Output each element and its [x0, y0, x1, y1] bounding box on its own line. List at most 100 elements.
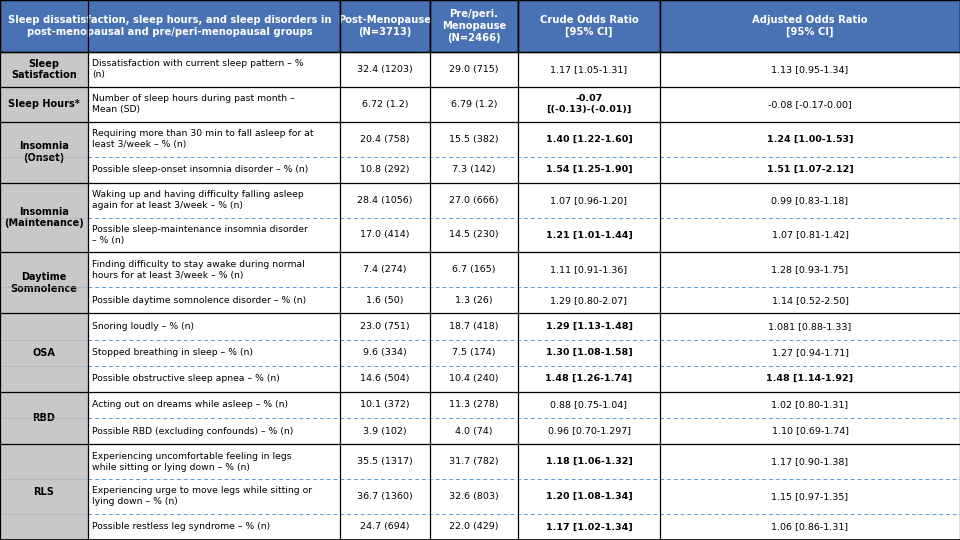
Text: Possible sleep-onset insomnia disorder – % (n): Possible sleep-onset insomnia disorder –…: [92, 165, 308, 174]
Text: 1.29 [1.13-1.48]: 1.29 [1.13-1.48]: [545, 322, 633, 331]
Text: Waking up and having difficulty falling asleep
again for at least 3/week – % (n): Waking up and having difficulty falling …: [92, 190, 303, 210]
Text: 32.6 (803): 32.6 (803): [449, 492, 499, 501]
Bar: [88, 479, 960, 514]
Bar: [0, 340, 88, 366]
Bar: [88, 183, 960, 218]
Bar: [0, 444, 88, 479]
Text: 31.7 (782): 31.7 (782): [449, 457, 499, 466]
Bar: [0, 313, 88, 340]
Text: 15.5 (382): 15.5 (382): [449, 134, 499, 144]
Text: 22.0 (429): 22.0 (429): [449, 522, 499, 531]
Text: Pre/peri.
Menopause
(N=2466): Pre/peri. Menopause (N=2466): [442, 9, 506, 43]
Text: 1.48 [1.14-1.92]: 1.48 [1.14-1.92]: [766, 374, 853, 383]
Bar: [88, 514, 960, 540]
Text: 10.8 (292): 10.8 (292): [360, 165, 410, 174]
Text: 1.18 [1.06-1.32]: 1.18 [1.06-1.32]: [545, 457, 633, 466]
Text: 7.5 (174): 7.5 (174): [452, 348, 495, 357]
Text: RLS: RLS: [34, 487, 55, 497]
Text: 28.4 (1056): 28.4 (1056): [357, 195, 413, 205]
Text: Possible daytime somnolence disorder – % (n): Possible daytime somnolence disorder – %…: [92, 296, 306, 305]
Text: RBD: RBD: [33, 413, 56, 423]
Text: 4.0 (74): 4.0 (74): [455, 427, 492, 436]
Bar: [88, 340, 960, 366]
Text: 0.96 [0.70-1.297]: 0.96 [0.70-1.297]: [547, 427, 631, 436]
Bar: [660, 0, 960, 52]
Bar: [0, 392, 88, 418]
Text: 1.51 [1.07-2.12]: 1.51 [1.07-2.12]: [767, 165, 853, 174]
Text: 1.10 [0.69-1.74]: 1.10 [0.69-1.74]: [772, 427, 849, 436]
Bar: [88, 52, 960, 87]
Text: 1.15 [0.97-1.35]: 1.15 [0.97-1.35]: [772, 492, 849, 501]
Text: 20.4 (758): 20.4 (758): [360, 134, 410, 144]
Text: 1.14 [0.52-2.50]: 1.14 [0.52-2.50]: [772, 296, 849, 305]
Text: Possible RBD (excluding confounds) – % (n): Possible RBD (excluding confounds) – % (…: [92, 427, 293, 436]
Text: 1.17 [1.05-1.31]: 1.17 [1.05-1.31]: [550, 65, 628, 74]
Text: 7.4 (274): 7.4 (274): [363, 265, 407, 274]
Text: 24.7 (694): 24.7 (694): [360, 522, 410, 531]
Text: 7.3 (142): 7.3 (142): [452, 165, 495, 174]
Text: Sleep Hours*: Sleep Hours*: [8, 99, 80, 109]
Text: Snoring loudly – % (n): Snoring loudly – % (n): [92, 322, 194, 331]
Text: 0.88 [0.75-1.04]: 0.88 [0.75-1.04]: [550, 401, 628, 409]
Text: 1.07 [0.96-1.20]: 1.07 [0.96-1.20]: [550, 195, 628, 205]
Text: 32.4 (1203): 32.4 (1203): [357, 65, 413, 74]
Bar: [0, 52, 88, 87]
Bar: [0, 418, 88, 444]
Text: Dissatisfaction with current sleep pattern – %
(n): Dissatisfaction with current sleep patte…: [92, 59, 303, 79]
Bar: [0, 122, 88, 157]
Text: 1.06 [0.86-1.31]: 1.06 [0.86-1.31]: [772, 522, 849, 531]
Text: 1.17 [0.90-1.38]: 1.17 [0.90-1.38]: [772, 457, 849, 466]
Text: Stopped breathing in sleep – % (n): Stopped breathing in sleep – % (n): [92, 348, 252, 357]
Bar: [0, 479, 88, 514]
Text: 23.0 (751): 23.0 (751): [360, 322, 410, 331]
Bar: [88, 157, 960, 183]
Text: 1.21 [1.01-1.44]: 1.21 [1.01-1.44]: [545, 231, 633, 240]
Bar: [88, 366, 960, 392]
Text: 1.07 [0.81-1.42]: 1.07 [0.81-1.42]: [772, 231, 849, 240]
Bar: [430, 0, 518, 52]
Bar: [340, 0, 430, 52]
Bar: [0, 366, 88, 392]
Text: 1.54 [1.25-1.90]: 1.54 [1.25-1.90]: [545, 165, 633, 174]
Text: Experiencing uncomfortable feeling in legs
while sitting or lying down – % (n): Experiencing uncomfortable feeling in le…: [92, 451, 292, 471]
Text: Experiencing urge to move legs while sitting or
lying down – % (n): Experiencing urge to move legs while sit…: [92, 487, 312, 507]
Text: 1.20 [1.08-1.34]: 1.20 [1.08-1.34]: [545, 492, 633, 501]
Text: 1.24 [1.00-1.53]: 1.24 [1.00-1.53]: [767, 134, 853, 144]
Text: OSA: OSA: [33, 348, 56, 357]
Text: 1.081 [0.88-1.33]: 1.081 [0.88-1.33]: [768, 322, 852, 331]
Text: 1.27 [0.94-1.71]: 1.27 [0.94-1.71]: [772, 348, 849, 357]
Text: 27.0 (666): 27.0 (666): [449, 195, 499, 205]
Text: Daytime
Somnolence: Daytime Somnolence: [11, 272, 78, 294]
Bar: [0, 514, 88, 540]
Text: 14.6 (504): 14.6 (504): [360, 374, 410, 383]
Text: 1.17 [1.02-1.34]: 1.17 [1.02-1.34]: [545, 522, 633, 531]
Bar: [0, 252, 88, 287]
Text: Possible obstructive sleep apnea – % (n): Possible obstructive sleep apnea – % (n): [92, 374, 279, 383]
Text: 0.99 [0.83-1.18]: 0.99 [0.83-1.18]: [772, 195, 849, 205]
Text: Requiring more than 30 min to fall asleep for at
least 3/week – % (n): Requiring more than 30 min to fall aslee…: [92, 129, 314, 149]
Bar: [518, 0, 660, 52]
Text: Number of sleep hours during past month –
Mean (SD): Number of sleep hours during past month …: [92, 94, 295, 114]
Text: Acting out on dreams while asleep – % (n): Acting out on dreams while asleep – % (n…: [92, 401, 288, 409]
Bar: [0, 287, 88, 313]
Bar: [88, 418, 960, 444]
Text: Post-Menopause
(N=3713): Post-Menopause (N=3713): [339, 15, 431, 37]
Text: 9.6 (334): 9.6 (334): [363, 348, 407, 357]
Text: Possible restless leg syndrome – % (n): Possible restless leg syndrome – % (n): [92, 522, 270, 531]
Text: 1.13 [0.95-1.34]: 1.13 [0.95-1.34]: [772, 65, 849, 74]
Text: 1.48 [1.26-1.74]: 1.48 [1.26-1.74]: [545, 374, 633, 383]
Text: 3.9 (102): 3.9 (102): [363, 427, 407, 436]
Text: 18.7 (418): 18.7 (418): [449, 322, 499, 331]
Bar: [0, 157, 88, 183]
Text: Adjusted Odds Ratio
[95% CI]: Adjusted Odds Ratio [95% CI]: [753, 15, 868, 37]
Text: 1.40 [1.22-1.60]: 1.40 [1.22-1.60]: [545, 134, 633, 144]
Text: 1.28 [0.93-1.75]: 1.28 [0.93-1.75]: [772, 265, 849, 274]
Text: 35.5 (1317): 35.5 (1317): [357, 457, 413, 466]
Bar: [88, 218, 960, 252]
Text: 17.0 (414): 17.0 (414): [360, 231, 410, 240]
Bar: [0, 218, 88, 252]
Bar: [0, 0, 340, 52]
Text: 1.11 [0.91-1.36]: 1.11 [0.91-1.36]: [550, 265, 628, 274]
Bar: [0, 183, 88, 218]
Text: Insomnia
(Maintenance): Insomnia (Maintenance): [4, 207, 84, 228]
